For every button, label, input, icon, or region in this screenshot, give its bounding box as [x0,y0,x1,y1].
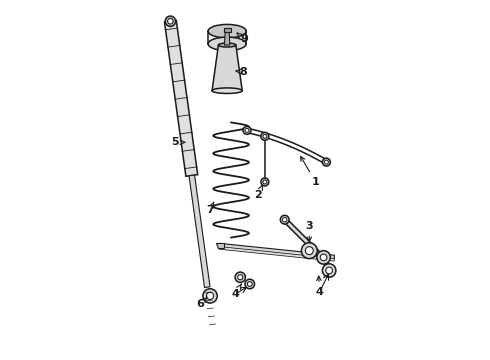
Polygon shape [189,175,210,288]
Text: 8: 8 [236,67,247,77]
Polygon shape [219,247,335,261]
Ellipse shape [212,88,242,94]
Circle shape [245,129,249,132]
Text: 3: 3 [305,221,313,242]
Circle shape [324,160,328,164]
Circle shape [320,254,327,261]
Text: 7: 7 [206,202,214,215]
Circle shape [280,215,289,224]
Circle shape [326,267,333,274]
Polygon shape [224,32,230,45]
Text: 5: 5 [171,137,185,147]
Text: 4: 4 [231,284,241,299]
Circle shape [203,289,217,303]
Circle shape [165,16,175,26]
Circle shape [283,217,287,222]
Circle shape [322,264,336,277]
Circle shape [305,247,313,255]
Polygon shape [283,218,320,255]
Ellipse shape [224,30,230,32]
Circle shape [261,132,269,140]
Text: 4: 4 [316,276,323,297]
Text: 6: 6 [196,297,207,309]
Circle shape [243,126,251,134]
Text: 9: 9 [237,33,248,44]
Circle shape [263,134,267,138]
Circle shape [168,18,173,24]
Polygon shape [219,243,335,260]
Ellipse shape [208,24,246,38]
Circle shape [322,158,330,166]
Polygon shape [165,21,197,176]
Text: 2: 2 [254,185,263,200]
Circle shape [263,180,267,184]
Polygon shape [212,45,242,91]
Circle shape [247,282,252,286]
Polygon shape [216,243,224,248]
Text: 1: 1 [301,157,319,187]
Circle shape [301,243,317,258]
Circle shape [245,279,254,289]
Ellipse shape [219,43,236,47]
Circle shape [261,178,269,186]
Polygon shape [223,28,231,32]
Ellipse shape [208,37,246,51]
Circle shape [238,275,243,280]
Circle shape [206,292,214,300]
Circle shape [235,272,245,282]
Circle shape [317,251,330,264]
